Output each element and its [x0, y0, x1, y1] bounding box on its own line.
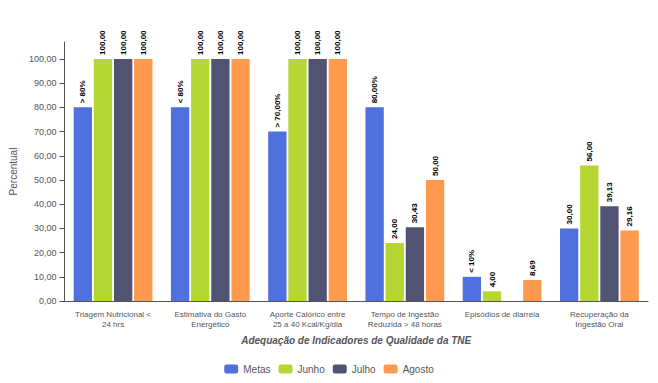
svg-text:Adequação de Indicadores de Qu: Adequação de Indicadores de Qualidade da… [240, 335, 471, 346]
svg-text:Recuperação da: Recuperação da [570, 310, 629, 319]
svg-text:< 80%: < 80% [176, 80, 185, 103]
svg-text:100,00: 100,00 [293, 30, 302, 55]
svg-text:50,00: 50,00 [431, 155, 440, 176]
svg-text:8,69: 8,69 [528, 260, 537, 276]
svg-text:Energético: Energético [191, 320, 230, 329]
svg-text:29,16: 29,16 [625, 206, 634, 227]
svg-text:100,00: 100,00 [216, 30, 225, 55]
svg-text:100,00: 100,00 [98, 30, 107, 55]
svg-text:Reduzida > 48 horas: Reduzida > 48 horas [368, 320, 442, 329]
svg-text:30,43: 30,43 [410, 203, 419, 224]
svg-text:> 70,00%: > 70,00% [273, 94, 282, 128]
svg-text:Agosto: Agosto [403, 364, 435, 375]
svg-text:Junho: Junho [297, 364, 325, 375]
svg-text:100,00: 100,00 [119, 30, 128, 55]
svg-text:100,00: 100,00 [333, 30, 342, 55]
svg-text:40,00: 40,00 [34, 199, 57, 209]
svg-text:Episódios de diarreia: Episódios de diarreia [465, 310, 540, 319]
svg-text:60,00: 60,00 [34, 151, 57, 161]
svg-text:24 hrs: 24 hrs [102, 320, 124, 329]
svg-text:100,00: 100,00 [139, 30, 148, 55]
svg-text:80,00%: 80,00% [370, 76, 379, 103]
svg-text:90,00: 90,00 [34, 78, 57, 88]
svg-text:100,00: 100,00 [236, 30, 245, 55]
svg-text:24,00: 24,00 [390, 218, 399, 239]
svg-text:10,00: 10,00 [34, 272, 57, 282]
svg-text:30,00: 30,00 [565, 204, 574, 225]
svg-text:Metas: Metas [243, 364, 270, 375]
svg-text:25 a 40 Kcal/Kg/dia: 25 a 40 Kcal/Kg/dia [273, 320, 343, 329]
svg-text:56,00: 56,00 [585, 141, 594, 162]
svg-text:100,00: 100,00 [196, 30, 205, 55]
svg-text:4,00: 4,00 [488, 271, 497, 287]
svg-text:Tempo de Ingestão: Tempo de Ingestão [371, 310, 440, 319]
svg-text:Ingestão Oral: Ingestão Oral [575, 320, 623, 329]
svg-text:> 80%: > 80% [78, 80, 87, 103]
svg-text:Aporte Calórico entre: Aporte Calórico entre [270, 310, 346, 319]
svg-text:100,00: 100,00 [313, 30, 322, 55]
svg-text:50,00: 50,00 [34, 175, 57, 185]
svg-text:70,00: 70,00 [34, 127, 57, 137]
svg-text:30,00: 30,00 [34, 223, 57, 233]
svg-text:100,00: 100,00 [29, 54, 57, 64]
svg-text:Estimativa do Gasto: Estimativa do Gasto [175, 310, 247, 319]
svg-text:Triagem Nutricional <: Triagem Nutricional < [75, 310, 151, 319]
svg-text:Percentual: Percentual [8, 148, 19, 196]
svg-text:20,00: 20,00 [34, 248, 57, 258]
svg-text:39,13: 39,13 [605, 182, 614, 203]
svg-text:80,00: 80,00 [34, 102, 57, 112]
svg-text:< 10%: < 10% [467, 250, 476, 273]
svg-text:Julho: Julho [352, 364, 376, 375]
svg-text:0,00: 0,00 [39, 296, 57, 306]
